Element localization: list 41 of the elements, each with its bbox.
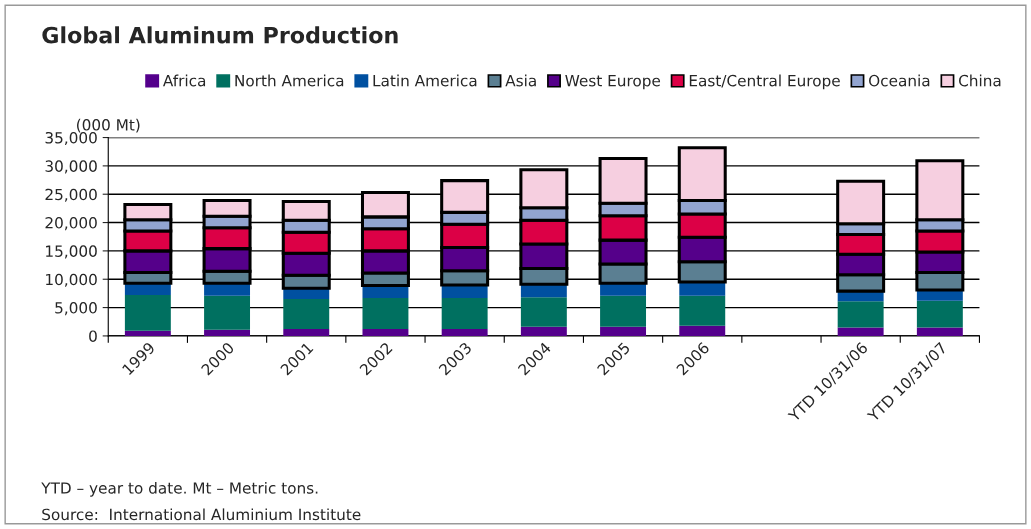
bar (916, 327, 963, 336)
legend-label: North America (235, 74, 344, 87)
legend-label: East/Central Europe (689, 74, 840, 90)
legend-label: China (959, 74, 1001, 87)
y-tick-label: 35,000 (45, 132, 97, 146)
bar (679, 325, 726, 336)
bar (916, 300, 963, 328)
text: YTD – year to date. Mt – Metric tons. (41, 481, 318, 497)
bar (679, 295, 726, 326)
bar (600, 295, 647, 327)
bar (837, 301, 884, 328)
bar (441, 329, 488, 336)
bar (124, 295, 171, 331)
bar (362, 329, 409, 336)
bar (600, 326, 647, 336)
bar (283, 329, 330, 336)
y-tick-label: 0 (89, 330, 97, 342)
bar (441, 284, 488, 298)
bar (520, 297, 567, 327)
source-note: Source: International Aluminium Institute (42, 508, 361, 521)
y-tick-label: 30,000 (45, 160, 97, 174)
legend-label: Asia (505, 74, 536, 87)
bar (283, 299, 330, 330)
chart-title: Global Aluminum Production (42, 26, 398, 44)
bar (362, 297, 409, 330)
y-tick-label: 10,000 (46, 273, 97, 287)
legend-label: West Europe (565, 75, 661, 90)
bar (837, 327, 884, 336)
y-tick-label: 5,000 (55, 302, 97, 316)
legend-label: Latin America (373, 74, 477, 87)
y-axis-title: (000 Mt) (77, 118, 140, 133)
y-tick-label: 15,000 (46, 245, 97, 259)
bar (124, 330, 171, 336)
bar (441, 297, 488, 330)
y-tick-label: 20,000 (45, 217, 97, 231)
y-tick-label: 25,000 (45, 188, 97, 202)
bar (204, 295, 251, 330)
bar (520, 326, 567, 336)
bar (204, 329, 251, 336)
legend-label: Africa (162, 74, 206, 87)
legend-label: Oceania (869, 74, 930, 87)
